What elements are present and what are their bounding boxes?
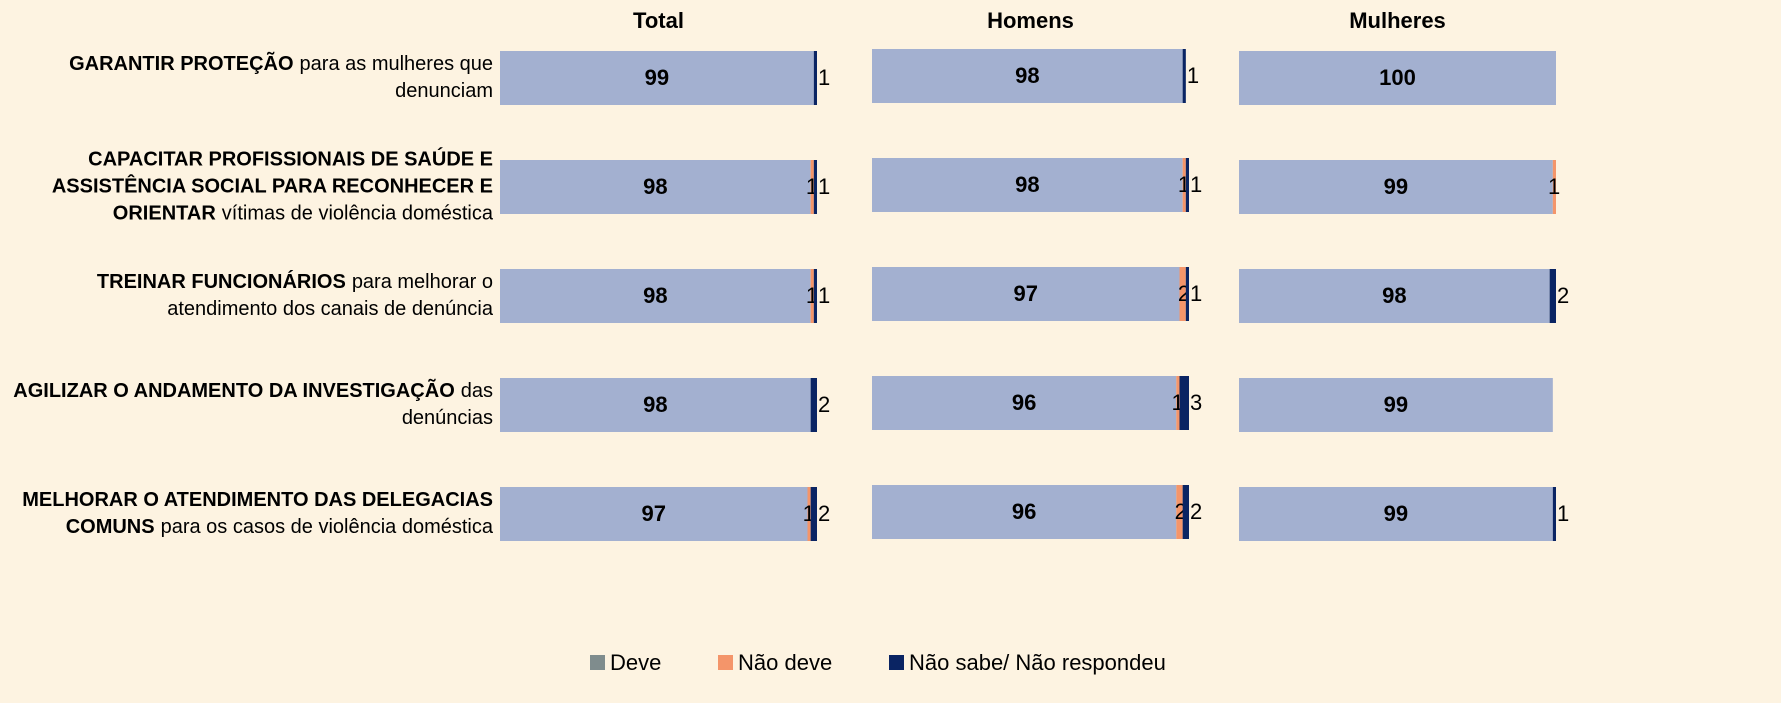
category-text: para melhorar o atendimento dos canais d… (167, 271, 493, 320)
value-label: 1 (1557, 501, 1569, 526)
bar-segment (1185, 158, 1189, 212)
value-label: 98 (643, 283, 667, 308)
value-label: 2 (1557, 283, 1569, 308)
bar-segment (872, 158, 1183, 212)
value-label: 1 (818, 174, 830, 199)
value-label: 1 (1190, 281, 1202, 306)
bar-segment (810, 487, 817, 541)
category-bold: TREINAR FUNCIONÁRIOS (96, 271, 346, 293)
bar-segment (1179, 376, 1189, 430)
bar-segment (813, 269, 817, 323)
value-label: 2 (1190, 499, 1202, 524)
value-label: 98 (1015, 63, 1039, 88)
bar-segment (813, 160, 817, 214)
panel-title: Mulheres (1349, 8, 1446, 33)
category-text: das denúncias (401, 380, 493, 429)
legend-swatch (718, 655, 733, 670)
category-label: TREINAR FUNCIONÁRIOS para melhorar o aten… (10, 269, 493, 323)
category-label: AGILIZAR O ANDAMENTO DA INVESTIGAÇÃO das … (10, 378, 493, 432)
value-label: 99 (1384, 501, 1408, 526)
value-label: 98 (1015, 172, 1039, 197)
bar-segment (1176, 485, 1183, 539)
bar-segment (1239, 487, 1553, 541)
bar-segment (500, 269, 811, 323)
bar-segment (500, 51, 814, 105)
bar-segment (807, 487, 811, 541)
value-label: 2 (818, 501, 830, 526)
bar-segment (1239, 378, 1553, 432)
value-label: 3 (1190, 390, 1202, 415)
value-label: 98 (643, 174, 667, 199)
category-text: para as mulheres que denunciam (299, 53, 493, 102)
bar-segment (1552, 487, 1556, 541)
bar-segment (1239, 160, 1553, 214)
legend-label: Não sabe/ Não respondeu (909, 650, 1166, 675)
value-label: 1 (1190, 172, 1202, 197)
bar-segment (872, 267, 1180, 321)
bar-segment (810, 160, 814, 214)
category-text: vítimas de violência doméstica (221, 202, 493, 225)
value-label: 100 (1379, 65, 1416, 90)
bar-segment (1176, 376, 1180, 430)
value-label: 1 (1187, 63, 1199, 88)
value-label: 1 (818, 65, 830, 90)
value-label: 96 (1012, 499, 1036, 524)
bar-segment (810, 269, 814, 323)
category-text: para os casos de violência doméstica (160, 516, 493, 538)
bar-segment (1182, 485, 1189, 539)
category-bold: AGILIZAR O ANDAMENTO DA INVESTIGAÇÃO (13, 380, 455, 402)
value-label: 1 (818, 283, 830, 308)
value-label: 98 (643, 392, 667, 417)
value-label: 2 (818, 392, 830, 417)
value-label: 97 (1014, 281, 1038, 306)
value-label: 99 (1384, 392, 1408, 417)
legend-swatch (590, 655, 605, 670)
bar-segment (1552, 160, 1556, 214)
category-bold: GARANTIR PROTEÇÃO (69, 53, 294, 75)
bar-segment (500, 378, 811, 432)
legend-swatch (889, 655, 904, 670)
legend-label: Deve (610, 650, 661, 675)
value-label: 97 (642, 501, 666, 526)
bar-segment (500, 160, 811, 214)
value-label: 1 (1548, 174, 1560, 199)
bar-segment (872, 49, 1183, 103)
bar-segment (810, 378, 817, 432)
panel-title: Homens (987, 8, 1074, 33)
bar-segment (500, 487, 808, 541)
value-label: 98 (1382, 283, 1406, 308)
value-label: 99 (645, 65, 669, 90)
bar-segment (1182, 158, 1186, 212)
bar-segment (1185, 267, 1189, 321)
panel-title: Total (633, 8, 684, 33)
legend-label: Não deve (738, 650, 832, 675)
bar-segment (1549, 269, 1556, 323)
category-label: MELHORAR O ATENDIMENTO DAS DELEGACIAS CO… (10, 487, 493, 541)
bar-segment (1179, 267, 1186, 321)
bar-segment (1182, 49, 1186, 103)
bar-segment (872, 485, 1177, 539)
category-bold: CAPACITAR PROFISSIONAIS DE SAÚDE E ASSIS… (51, 148, 493, 225)
category-bold: MELHORAR O ATENDIMENTO DAS DELEGACIAS CO… (22, 489, 493, 538)
category-label: GARANTIR PROTEÇÃO para as mulheres que de… (10, 51, 493, 105)
bar-segment (1239, 51, 1556, 105)
bar-segment (813, 51, 817, 105)
bar-segment (872, 376, 1177, 430)
value-label: 96 (1012, 390, 1036, 415)
category-label: CAPACITAR PROFISSIONAIS DE SAÚDE E ASSIS… (10, 147, 493, 228)
bar-segment (1239, 269, 1550, 323)
value-label: 99 (1384, 174, 1408, 199)
